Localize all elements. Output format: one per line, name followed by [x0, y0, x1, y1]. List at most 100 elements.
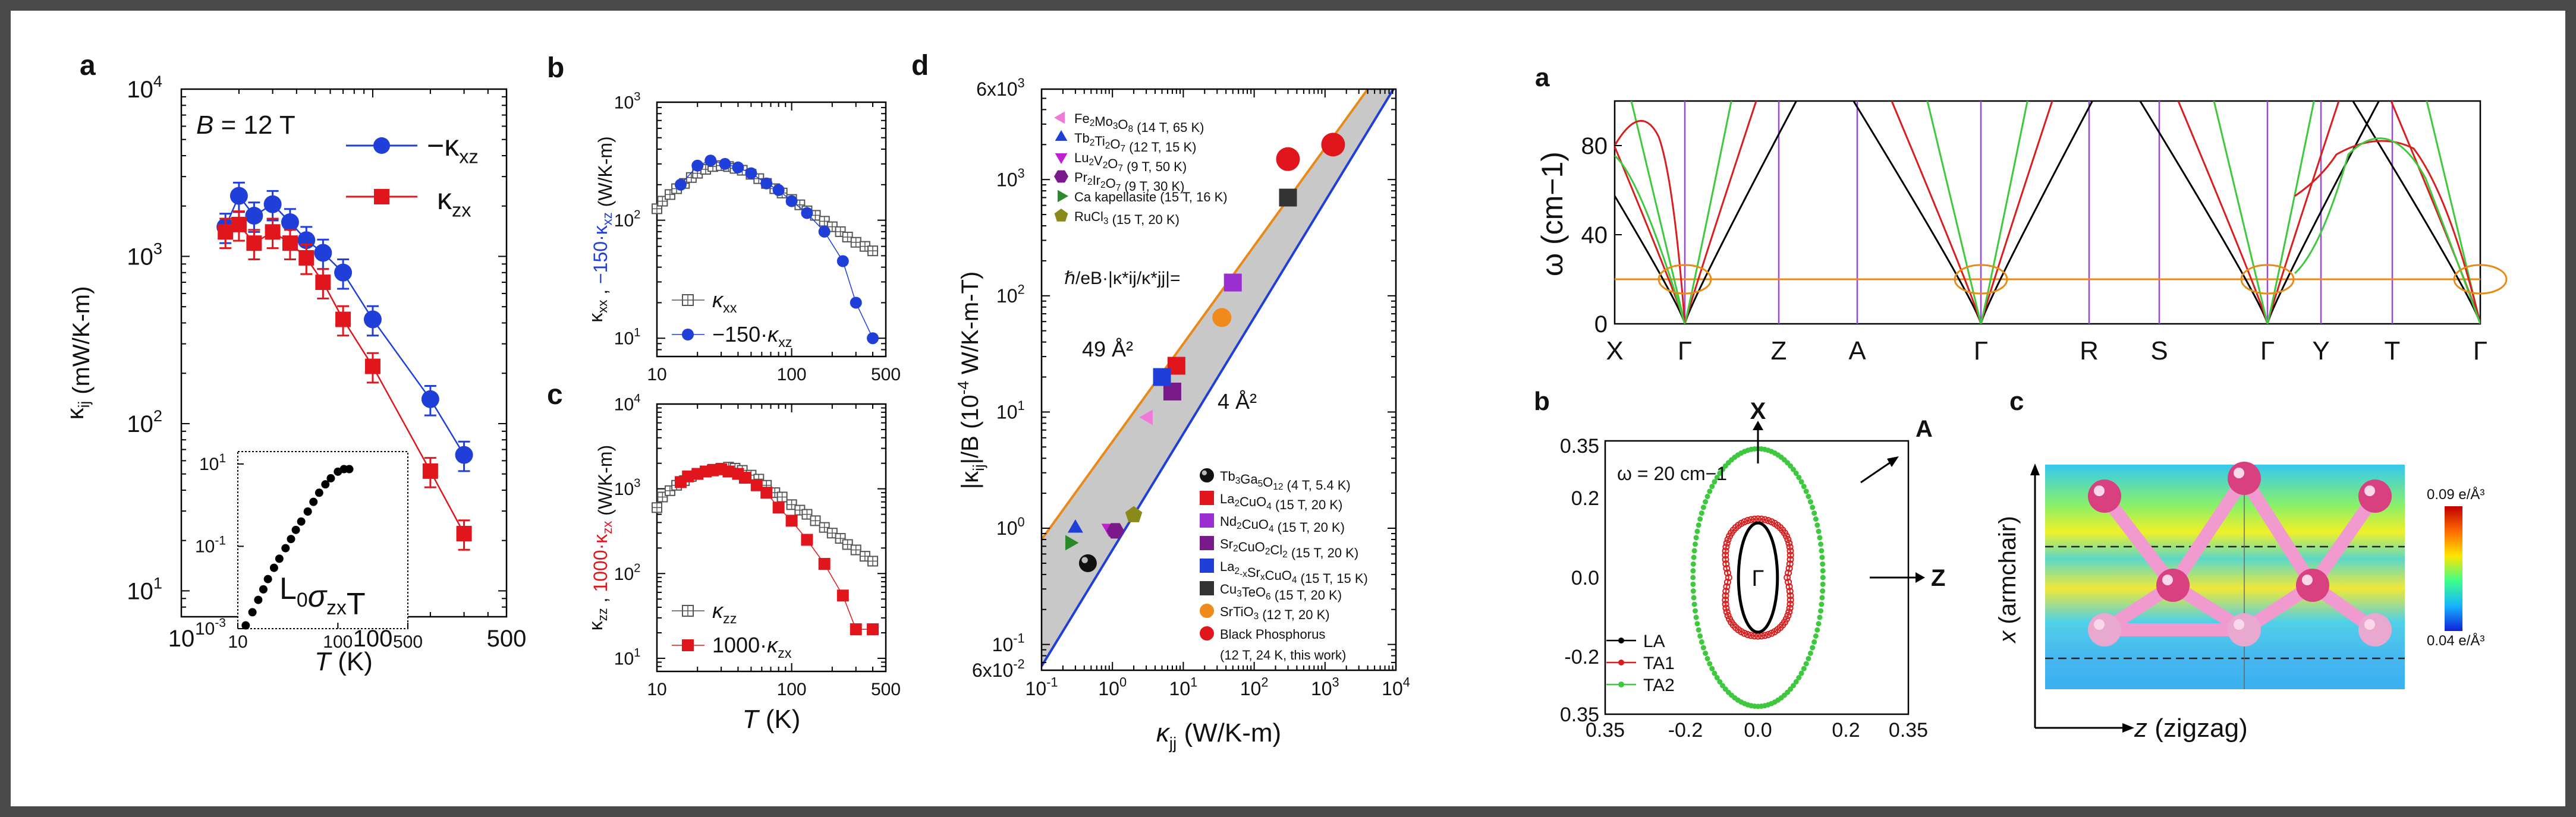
branch-TA2	[1615, 154, 1686, 324]
contour-point-TA2	[1819, 548, 1825, 554]
data-point	[785, 515, 798, 527]
x-tick-label: 103	[1311, 675, 1339, 699]
panel-d: d 10-1 100 101 102 103 104 6x10-210-1 100 101 102 1…	[911, 50, 1410, 752]
contour-point-TA1	[1722, 592, 1729, 600]
legend-marker	[1200, 559, 1214, 573]
contour-point-TA1	[1723, 608, 1731, 616]
axis-label-A: A	[1916, 416, 1933, 442]
data-point	[1106, 523, 1125, 539]
contour-line-LA	[1737, 521, 1779, 634]
contour-point-TA1	[1786, 592, 1794, 600]
arrow-X-head	[1753, 421, 1763, 430]
axis-arrow-z-head	[2122, 723, 2134, 733]
contour-point-TA2	[1818, 608, 1824, 614]
atom-highlight	[2162, 575, 2173, 585]
inset-y-tick-label: 10-3	[195, 616, 226, 639]
y-tick-label: 6x10-2	[972, 657, 1025, 681]
data-point	[818, 558, 831, 570]
contour-point-TA1	[1786, 588, 1794, 595]
contour-point-TA2	[1793, 471, 1799, 477]
contour-point-TA2	[1714, 675, 1720, 681]
legend-marker	[1200, 581, 1214, 595]
branch-TA2	[2294, 137, 2480, 324]
legend-label: Ca kapellasite (15 T, 16 K)	[1074, 190, 1228, 204]
legend-label: κzx	[437, 182, 471, 221]
data-point	[1078, 554, 1097, 572]
legend-marker	[1618, 660, 1624, 665]
atom	[2088, 613, 2121, 646]
x-axis-label: z (zigzag)	[2134, 714, 2248, 743]
contour-point-TA2	[1798, 670, 1804, 676]
contour-point-TA1	[1782, 532, 1790, 540]
gamma-marker-ellipse	[1954, 264, 2008, 295]
data-point	[760, 487, 773, 499]
contour-point-TA1	[1785, 578, 1792, 586]
data-point	[836, 589, 849, 602]
legend-label-continued: (12 T, 24 K, this work)	[1220, 648, 1346, 663]
legend-marker	[1200, 468, 1214, 482]
data-point	[732, 161, 744, 174]
contour-point-TA2	[1703, 499, 1709, 505]
contour-point-TA2	[1697, 516, 1703, 522]
atom-highlight	[2234, 468, 2244, 478]
inset-point	[259, 585, 268, 594]
x-tick-label: Γ	[1974, 336, 1988, 365]
contour-point-TA2	[1691, 554, 1697, 560]
data-point	[246, 235, 262, 251]
data-point	[1321, 133, 1345, 157]
contour-point-TA2	[1700, 504, 1706, 510]
x-tick-label: 100	[1098, 675, 1127, 699]
contour-point-TA1	[1786, 547, 1794, 555]
contour-point-TA2	[1712, 670, 1718, 676]
contour-point-TA2	[1818, 541, 1824, 547]
contour-point-TA2	[1798, 479, 1804, 485]
inset-x-tick-label: 500	[393, 632, 423, 652]
contour-point-TA2	[1816, 621, 1822, 627]
legend-item: Black Phosphorus	[1200, 626, 1325, 642]
legend-label: κxx	[712, 288, 737, 316]
contour-point-TA1	[1786, 596, 1794, 604]
legend-item: La2-xSrxCuO4 (15 T, 15 K)	[1200, 559, 1368, 586]
inset-x-tick-label: 10	[228, 632, 247, 652]
contour-point-TA2	[1814, 522, 1820, 528]
contour-line-TA1	[1725, 518, 1791, 637]
legend-marker	[682, 329, 694, 340]
y-axis-label: κzz , 1000·κzx (W/K-m)	[585, 445, 616, 630]
legend-marker	[1055, 153, 1068, 164]
contour-point-TA1	[1785, 583, 1793, 591]
y-tick-label: 102	[127, 406, 162, 437]
contour-point-TA2	[1820, 568, 1826, 574]
contour-point-TA1	[1786, 556, 1794, 563]
panel-label: a	[80, 50, 96, 81]
contour-point-TA2	[1712, 479, 1718, 485]
x-tick-label: S	[2150, 336, 2168, 365]
x-tick-label: 0.2	[1832, 719, 1860, 742]
legend-label: Black Phosphorus	[1220, 627, 1325, 642]
contour-point-TA2	[1819, 601, 1825, 607]
contour-point-TA1	[1764, 517, 1772, 525]
legend-marker	[1618, 682, 1624, 687]
x-tick-label: 10-1	[1026, 675, 1058, 699]
inset-x-tick-label: 100	[323, 632, 353, 652]
branch-TA2	[1630, 101, 1732, 324]
axis-label-Z: Z	[1931, 565, 1945, 591]
data-point	[818, 225, 831, 238]
band-lower-line	[1042, 89, 1395, 667]
x-tick-label: A	[1848, 336, 1866, 365]
y-tick-label: -0.2	[1564, 646, 1599, 668]
contour-point-TA2	[1709, 665, 1715, 671]
legend-item: Fe2Mo3O8 (14 T, 65 K)	[1054, 111, 1204, 135]
bond	[2306, 490, 2382, 592]
legend-label: La2-xSrxCuO4 (15 T, 15 K)	[1220, 559, 1368, 586]
contour-point-TA2	[1810, 645, 1816, 651]
contour-point-TA2	[1693, 535, 1699, 541]
y-tick-label: 102	[614, 562, 641, 584]
bond	[2166, 472, 2251, 592]
inset-point	[291, 525, 300, 534]
data-point	[1125, 506, 1143, 522]
data-point	[245, 207, 263, 225]
data-point	[750, 479, 763, 491]
legend-label: TA1	[1643, 654, 1675, 673]
colorbar-min-label: 0.04 e/Å³	[2427, 632, 2484, 649]
